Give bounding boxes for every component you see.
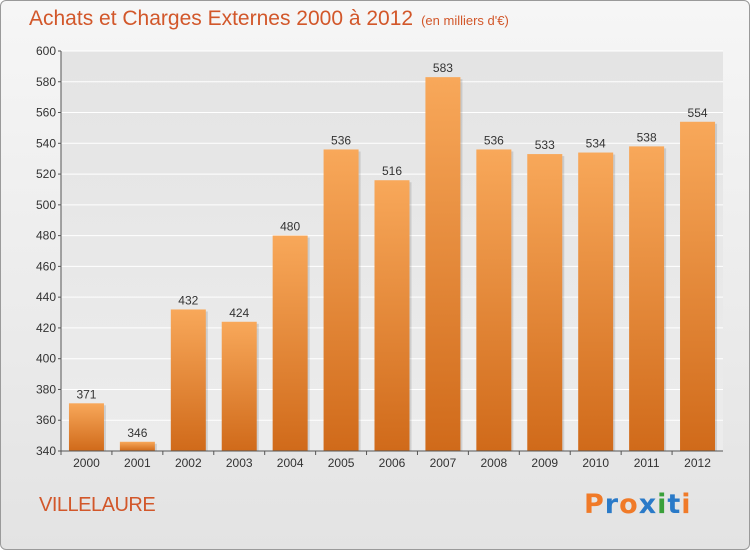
- y-tick-label: 400: [36, 352, 56, 366]
- y-tick-label: 380: [36, 382, 56, 396]
- logo-letter: r: [604, 489, 620, 520]
- bar: [68, 403, 104, 451]
- x-tick-label: 2007: [430, 456, 457, 470]
- logo-letter: x: [638, 489, 658, 520]
- bar-value-label: 583: [433, 61, 453, 75]
- axis-layer: 2000 2001 2002 2003 2004 2005 2006 2007 2008 2009…: [58, 50, 723, 470]
- bar-value-label: 346: [127, 426, 147, 440]
- label-layer: 371 346 432 424 480 536 516 583 536 533 534 538 554: [76, 61, 707, 440]
- bar: [476, 149, 512, 451]
- logo-letter: o: [619, 489, 639, 520]
- x-tick-label: 2000: [73, 456, 100, 470]
- logo-letter: P: [584, 489, 605, 520]
- bar: [170, 309, 206, 451]
- bar: [272, 235, 308, 451]
- x-tick-label: 2002: [175, 456, 202, 470]
- x-tick-label: 2012: [684, 456, 711, 470]
- logo-letter: i: [681, 489, 692, 520]
- bar-value-label: 534: [586, 137, 606, 151]
- bar-value-label: 516: [382, 164, 402, 178]
- y-tick-label: 480: [36, 229, 56, 243]
- y-tick-label: 500: [36, 198, 56, 212]
- bar: [578, 152, 614, 452]
- y-tick-label: 360: [36, 413, 56, 427]
- chart-unit: (en milliers d'€): [421, 13, 509, 28]
- x-tick-label: 2003: [226, 456, 253, 470]
- chart-title: Achats et Charges Externes 2000 à 2012 (e…: [29, 7, 509, 31]
- y-tick-label: 440: [36, 290, 56, 304]
- x-tick-label: 2011: [634, 456, 660, 470]
- x-tick-label: 2009: [531, 456, 558, 470]
- y-tick-label: 580: [36, 75, 56, 89]
- x-tick-label: 2005: [328, 456, 355, 470]
- bar: [119, 441, 155, 451]
- bar-value-label: 424: [229, 306, 249, 320]
- y-tick-label: 460: [36, 259, 56, 273]
- x-tick-label: 2001: [124, 456, 151, 470]
- x-tick-label: 2004: [277, 456, 304, 470]
- bar-value-label: 536: [484, 133, 504, 147]
- bar-value-label: 371: [76, 387, 96, 401]
- proxiti-logo[interactable]: Proxiti: [584, 489, 692, 520]
- bar: [323, 149, 359, 451]
- y-tick-label: 600: [36, 44, 56, 58]
- bar-value-label: 538: [637, 130, 657, 144]
- bar-value-label: 536: [331, 133, 351, 147]
- y-tick-label: 340: [36, 444, 56, 458]
- y-tick-label: 420: [36, 321, 56, 335]
- chart-title-text: Achats et Charges Externes 2000 à 2012: [29, 7, 414, 30]
- commune-name: VILLELAURE: [39, 494, 156, 516]
- bar: [629, 146, 665, 451]
- logo-letter: i: [657, 489, 668, 520]
- logo-letter: t: [667, 489, 682, 520]
- bar: [680, 121, 716, 452]
- y-tick-label: 520: [36, 167, 56, 181]
- x-tick-label: 2010: [582, 456, 609, 470]
- bar-value-label: 480: [280, 220, 300, 234]
- bar-value-label: 533: [535, 138, 555, 152]
- y-tick-label: 560: [36, 106, 56, 120]
- y-tick-label: 540: [36, 136, 56, 150]
- bar-value-label: 432: [178, 293, 198, 307]
- x-tick-label: 2008: [480, 456, 507, 470]
- bar: [425, 77, 461, 452]
- bar: [221, 321, 257, 451]
- bar-value-label: 554: [688, 106, 708, 120]
- bar-layer: [68, 77, 718, 452]
- bar: [374, 180, 410, 451]
- bar: [527, 154, 563, 452]
- x-tick-label: 2006: [379, 456, 406, 470]
